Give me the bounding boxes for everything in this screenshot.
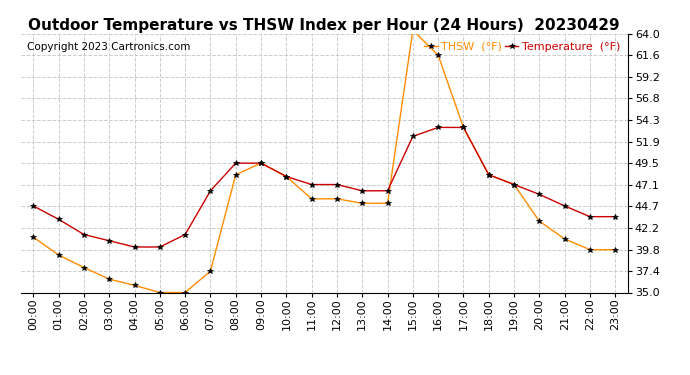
Legend: THSW  (°F), Temperature  (°F): THSW (°F), Temperature (°F): [422, 39, 622, 54]
Text: Copyright 2023 Cartronics.com: Copyright 2023 Cartronics.com: [27, 42, 190, 51]
Title: Outdoor Temperature vs THSW Index per Hour (24 Hours)  20230429: Outdoor Temperature vs THSW Index per Ho…: [28, 18, 620, 33]
